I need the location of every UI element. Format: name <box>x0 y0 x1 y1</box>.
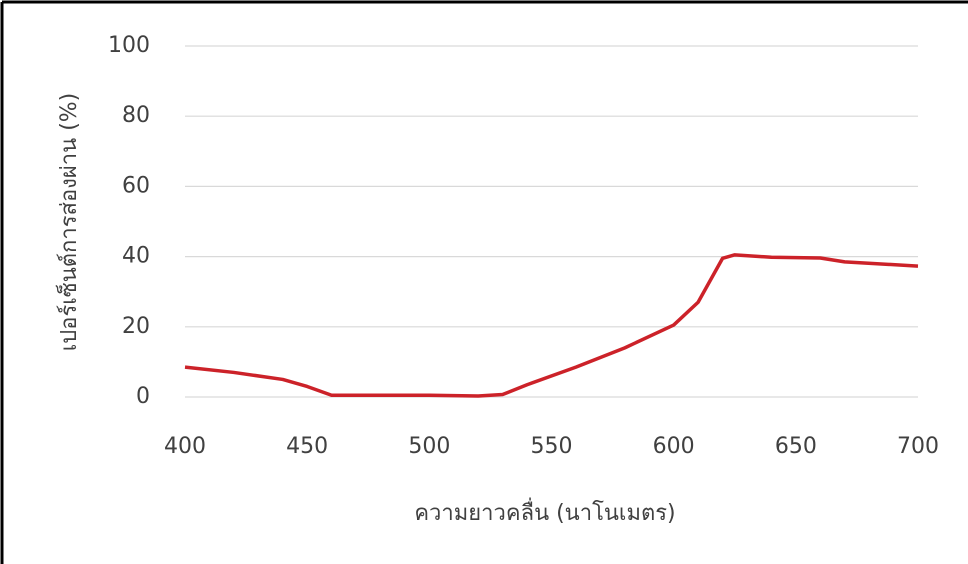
data-line <box>185 255 918 396</box>
y-tick-label: 100 <box>108 33 150 58</box>
x-tick-label: 650 <box>775 434 817 459</box>
x-axis-label: ความยาวคลื่น (นาโนเมตร) <box>414 497 675 526</box>
y-tick-label: 60 <box>122 173 150 198</box>
x-tick-label: 600 <box>653 434 695 459</box>
y-tick-label: 20 <box>122 314 150 339</box>
x-tick-label: 500 <box>408 434 450 459</box>
y-tick-label: 40 <box>122 244 150 269</box>
chart: ความยาวคลื่น (นาโนเมตร) เปอร์เซ็นต์การส่… <box>0 0 968 564</box>
x-tick-label: 400 <box>164 434 206 459</box>
x-tick-label: 450 <box>286 434 328 459</box>
x-tick-label: 700 <box>897 434 939 459</box>
x-tick-label: 550 <box>531 434 573 459</box>
y-axis-label: เปอร์เซ็นต์การส่องผ่าน (%) <box>54 93 82 352</box>
y-tick-label: 80 <box>122 103 150 128</box>
y-tick-label: 0 <box>136 384 150 409</box>
